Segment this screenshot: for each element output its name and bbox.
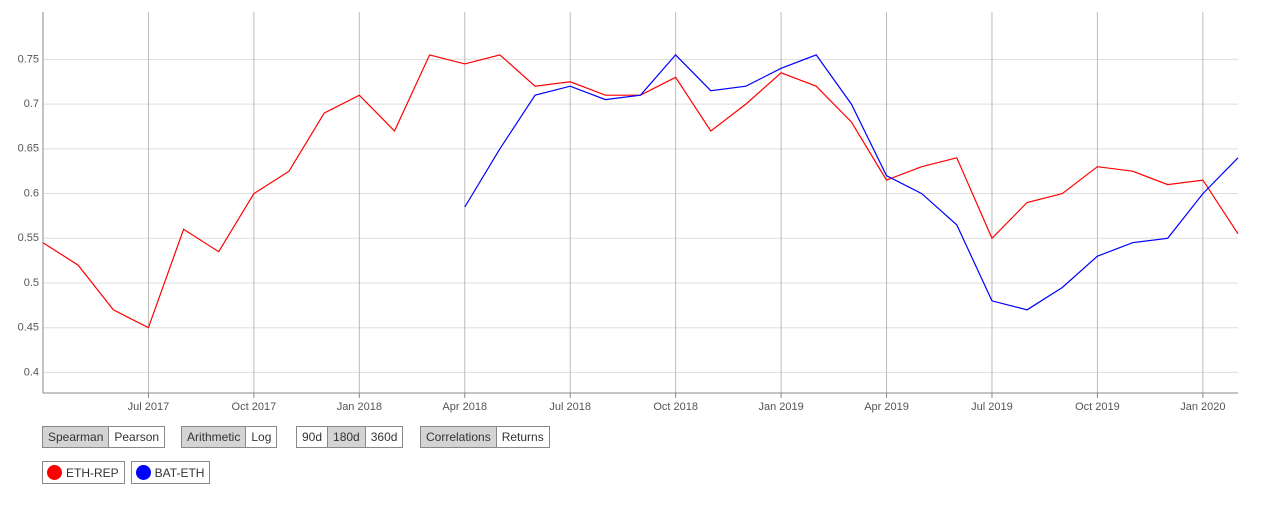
y-tick-label: 0.7: [24, 98, 39, 110]
toggle-button[interactable]: Arithmetic: [182, 427, 247, 447]
toggle-button[interactable]: Returns: [496, 427, 549, 447]
toggle-button[interactable]: 90d: [297, 427, 329, 447]
y-tick-label: 0.75: [18, 53, 39, 65]
x-tick-label: Oct 2018: [653, 401, 698, 413]
series-line: [42, 54, 1239, 329]
x-tick-label: Jan 2018: [337, 401, 382, 413]
x-tick-label: Oct 2017: [232, 401, 277, 413]
x-tick-label: Jul 2018: [549, 401, 591, 413]
y-tick-label: 0.45: [18, 322, 39, 334]
legend-swatch: [47, 465, 62, 480]
x-tick-label: Apr 2019: [864, 401, 909, 413]
button-group: Arithmetic Log: [181, 426, 278, 448]
legend-item[interactable]: ETH-REP: [42, 461, 125, 484]
y-tick-label: 0.6: [24, 187, 39, 199]
button-group: 90d 180d 360d: [296, 426, 404, 448]
series-line: [464, 54, 1239, 311]
legend-label: ETH-REP: [66, 465, 119, 480]
y-tick-label: 0.65: [18, 143, 39, 155]
y-tick-label: 0.4: [24, 366, 39, 378]
toggle-button[interactable]: Spearman: [43, 427, 110, 447]
toggle-button[interactable]: Correlations: [421, 427, 497, 447]
legend-item[interactable]: BAT-ETH: [130, 461, 211, 484]
x-tick-label: Oct 2019: [1075, 401, 1120, 413]
toggle-button[interactable]: Pearson: [109, 427, 165, 447]
x-tick-label: Jul 2017: [128, 401, 170, 413]
chart: 0.4 0.45 0.5 0.55 0.6 0.65 0.7 0.75 Jul 2017 Oct …: [18, 12, 1239, 413]
toggle-button[interactable]: 360d: [365, 427, 403, 447]
legend-swatch: [135, 465, 151, 480]
y-tick-label: 0.55: [18, 232, 39, 244]
legend-label: BAT-ETH: [154, 465, 205, 480]
x-tick-label: Jan 2020: [1180, 401, 1225, 413]
button-group: Correlations Returns: [420, 426, 550, 448]
toggle-button[interactable]: Log: [246, 427, 277, 447]
x-tick-label: Apr 2018: [442, 401, 487, 413]
x-tick-label: Jan 2019: [758, 401, 803, 413]
button-group: Spearman Pearson: [42, 426, 166, 448]
y-tick-label: 0.5: [24, 277, 39, 289]
x-tick-label: Jul 2019: [971, 401, 1013, 413]
toggle-button[interactable]: 180d: [328, 427, 366, 447]
